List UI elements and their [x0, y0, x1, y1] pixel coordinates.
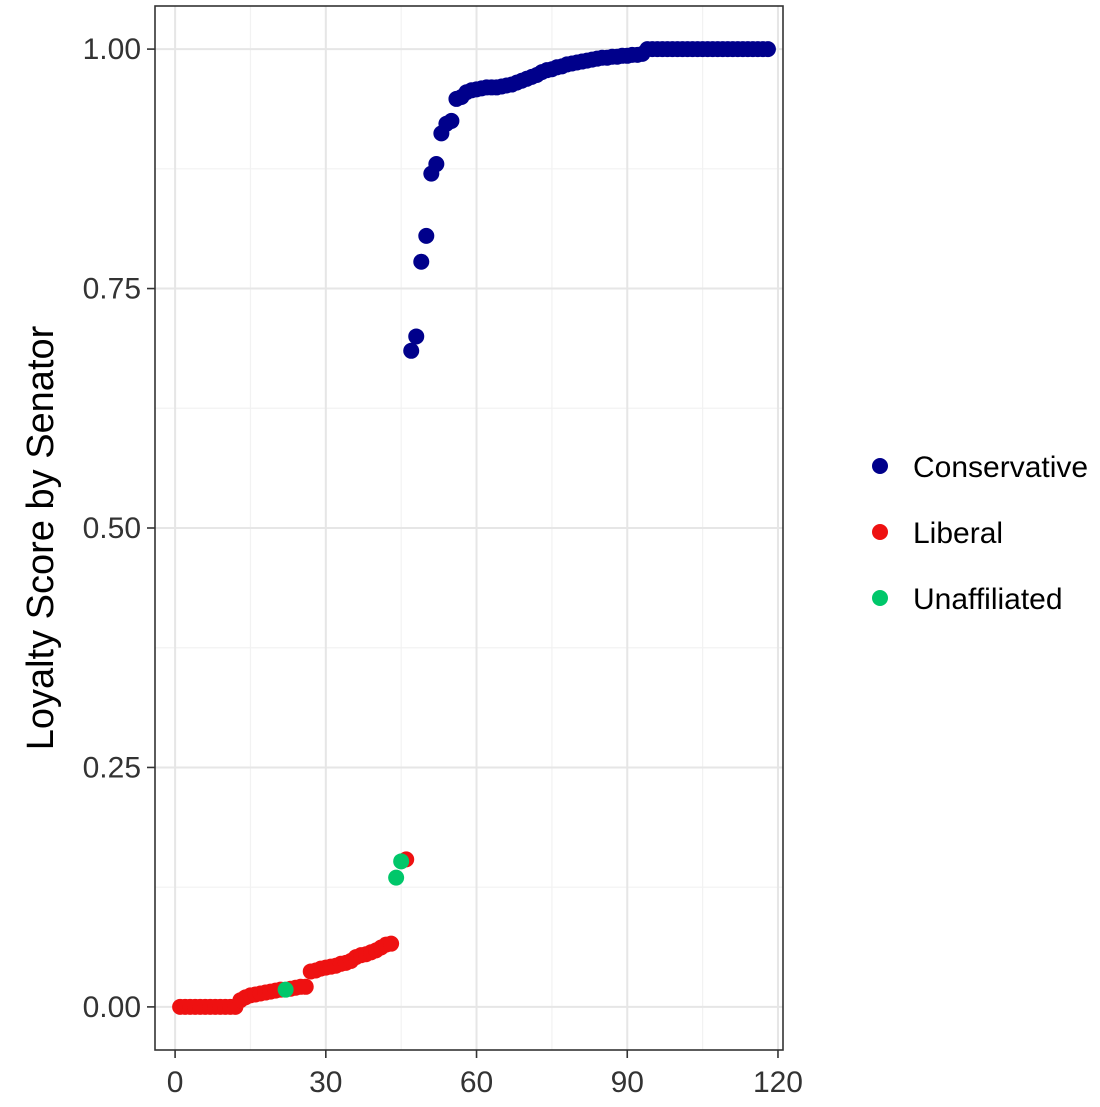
- y-tick-label: 0.50: [83, 512, 141, 545]
- x-tick-label: 60: [460, 1066, 493, 1099]
- conservative-point: [403, 342, 420, 359]
- conservative-point: [428, 156, 445, 173]
- x-tick-label: 90: [611, 1066, 644, 1099]
- liberal-point: [383, 935, 400, 952]
- axis-layer: 0 30 60 90 120 0.00 0.25 0.50 0.75 1.00: [83, 33, 803, 1099]
- legend-key-unaffiliated: [872, 590, 888, 606]
- y-axis-title: Loyalty Score by Senator: [20, 325, 62, 750]
- liberal-point: [297, 978, 314, 995]
- conservative-point: [443, 112, 460, 129]
- legend-label-conservative: Conservative: [913, 451, 1088, 484]
- x-tick-label: 120: [753, 1066, 803, 1099]
- unaffiliated-point: [393, 853, 410, 870]
- y-tick-label: 0.75: [83, 273, 141, 306]
- grid-layer: [155, 6, 783, 1050]
- y-tick-label: 1.00: [83, 33, 141, 66]
- conservative-point: [759, 41, 776, 58]
- unaffiliated-point: [388, 869, 405, 886]
- conservative-point: [413, 253, 430, 270]
- conservative-point: [418, 227, 435, 244]
- legend: Conservative Liberal Unaffiliated: [872, 451, 1088, 616]
- points-layer: [172, 41, 776, 1015]
- x-tick-label: 30: [309, 1066, 342, 1099]
- conservative-point: [408, 328, 425, 345]
- y-tick-label: 0.00: [83, 991, 141, 1024]
- legend-label-unaffiliated: Unaffiliated: [913, 583, 1063, 616]
- legend-key-liberal: [872, 524, 888, 540]
- legend-key-conservative: [872, 458, 888, 474]
- unaffiliated-point: [277, 981, 294, 998]
- legend-label-liberal: Liberal: [913, 517, 1003, 550]
- x-tick-label: 0: [167, 1066, 184, 1099]
- y-tick-label: 0.25: [83, 751, 141, 784]
